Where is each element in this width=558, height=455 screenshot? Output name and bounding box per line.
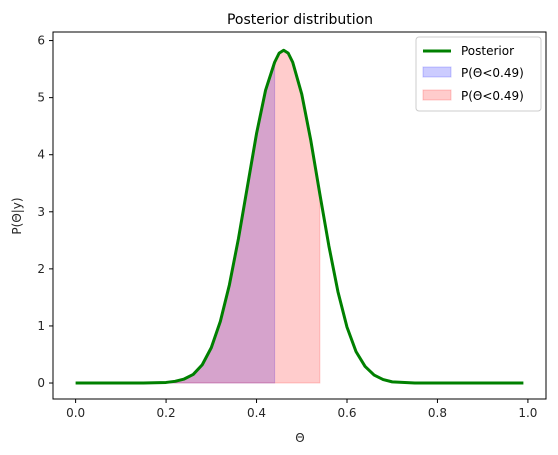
y-tick-label: 1 bbox=[37, 319, 45, 333]
legend-red-label: P(Θ<0.49) bbox=[461, 89, 524, 103]
legend-blue-swatch bbox=[422, 66, 452, 78]
y-axis-label: P(Θ|y) bbox=[10, 197, 24, 234]
x-tick-label: 1.0 bbox=[518, 406, 537, 420]
y-axis-ticks: 0 1 2 3 4 5 6 bbox=[37, 34, 53, 390]
plot-area bbox=[75, 48, 524, 385]
posterior-line bbox=[75, 48, 524, 385]
x-tick-label: 0.2 bbox=[157, 406, 176, 420]
x-axis-ticks: 0.0 0.2 0.4 0.6 0.8 1.0 bbox=[66, 399, 537, 420]
legend: Posterior P(Θ<0.49) P(Θ<0.49) bbox=[415, 36, 542, 112]
legend-blue-label: P(Θ<0.49) bbox=[461, 66, 524, 80]
x-tick-label: 0.4 bbox=[247, 406, 266, 420]
x-axis-label: Θ bbox=[295, 431, 304, 445]
x-tick-label: 0.0 bbox=[66, 406, 85, 420]
chart-title: Posterior distribution bbox=[227, 12, 373, 28]
y-tick-label: 6 bbox=[37, 34, 45, 48]
y-tick-label: 3 bbox=[37, 205, 45, 219]
y-tick-label: 0 bbox=[37, 376, 45, 390]
legend-posterior-label: Posterior bbox=[461, 44, 514, 58]
legend-box bbox=[415, 36, 542, 112]
x-tick-label: 0.6 bbox=[337, 406, 356, 420]
legend-red-swatch bbox=[422, 89, 452, 101]
fill-region-red bbox=[75, 49, 321, 384]
y-tick-label: 5 bbox=[37, 91, 45, 105]
fill-regions bbox=[75, 49, 321, 384]
plot-frame bbox=[52, 31, 547, 400]
x-tick-label: 0.8 bbox=[428, 406, 447, 420]
y-tick-label: 4 bbox=[37, 148, 45, 162]
y-tick-label: 2 bbox=[37, 262, 45, 276]
